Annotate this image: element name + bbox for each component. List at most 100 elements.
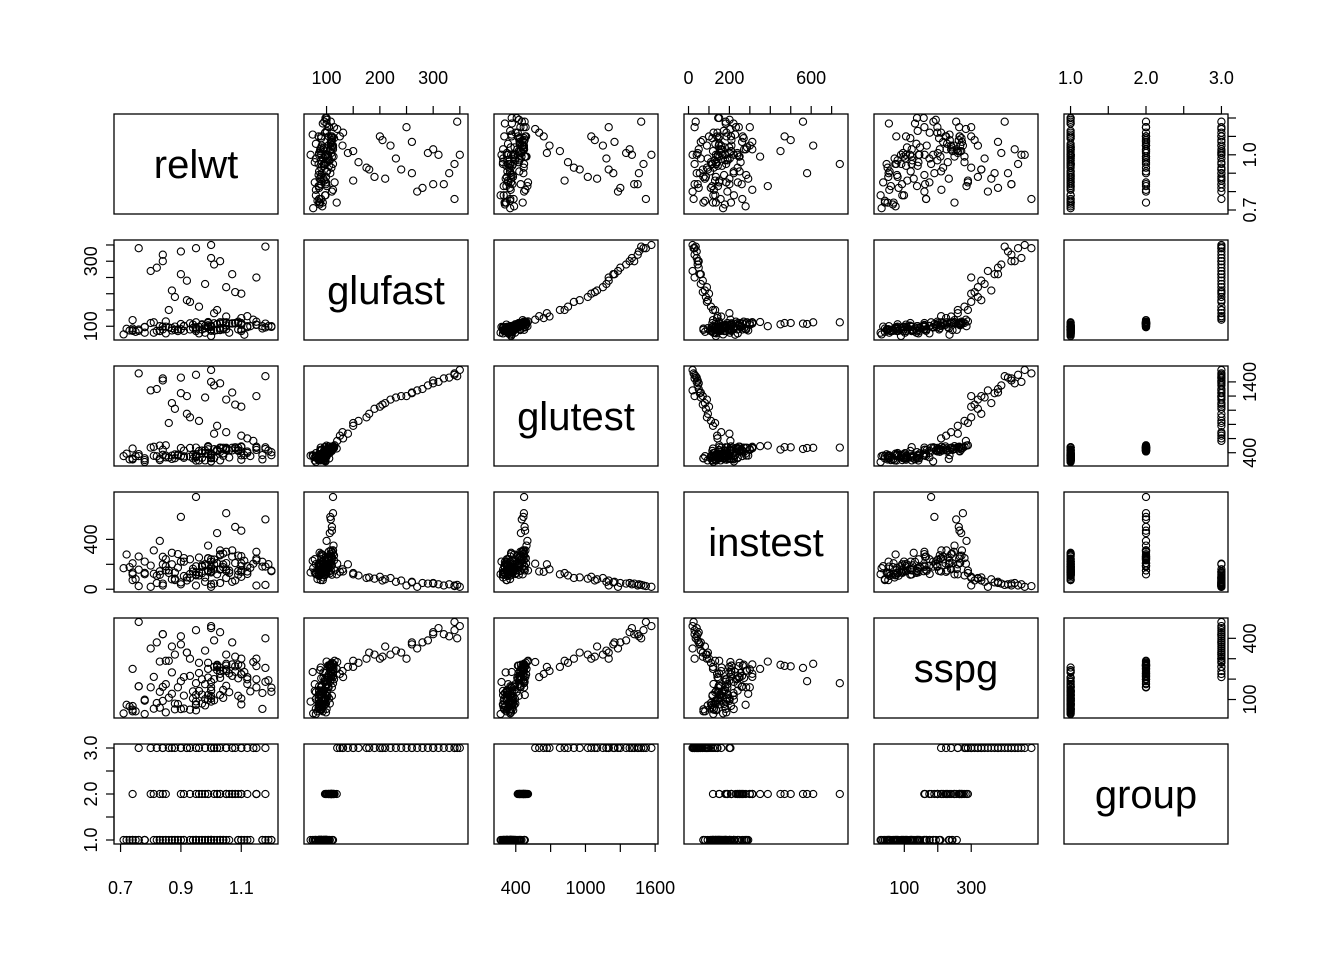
data-point [963,176,973,185]
data-point [884,322,894,331]
tick-label: 2.0 [1133,68,1158,88]
data-point [1141,198,1151,207]
data-point [370,404,379,413]
data-point [1217,413,1226,422]
data-point [973,172,983,182]
data-point [946,428,956,437]
data-point [327,135,337,145]
data-point [755,152,765,161]
data-point [776,146,785,156]
data-point [725,174,734,183]
data-point [725,429,734,438]
data-point [519,492,529,502]
data-point [718,204,728,213]
data-point [798,117,808,126]
data-point [1217,404,1226,413]
data-point [689,369,698,378]
data-point [327,522,337,532]
data-point [1217,253,1226,263]
data-point [953,429,962,438]
data-point [958,141,968,150]
data-point [176,632,186,641]
data-point [134,581,143,591]
data-point [1066,551,1075,560]
data-point [970,287,979,297]
data-point [933,123,942,132]
data-point [185,555,195,564]
data-point [258,704,267,714]
data-point [234,551,243,560]
data-point [391,743,401,753]
data-point [185,671,195,681]
data-point [222,558,231,568]
data-point [261,580,270,590]
data-point [231,443,240,452]
data-point [1217,266,1226,276]
data-point [961,436,971,446]
data-point [228,638,237,647]
data-point [146,266,155,276]
data-point [1217,283,1226,292]
data-point [592,174,602,183]
data-point [219,685,228,695]
panel-group-vs-relwt [113,743,279,845]
data-point [737,137,747,147]
data-point [621,579,631,588]
data-point [907,456,916,465]
data-point [370,743,379,753]
data-point [691,242,700,251]
data-point [891,159,900,169]
data-point [237,700,246,709]
data-point [309,204,318,213]
data-point [453,634,462,643]
data-point [450,194,459,204]
data-point [963,418,973,428]
data-point [222,312,231,321]
data-point [610,137,619,147]
data-point [885,185,894,194]
data-point [980,154,989,163]
data-point [1027,244,1036,253]
data-point [893,448,902,458]
data-point [505,196,515,205]
panel-frame [113,743,279,845]
data-point [953,570,962,579]
tick-label: 200 [714,68,744,88]
data-point [149,442,158,451]
data-point [328,159,338,169]
data-point [407,578,417,587]
data-point [1217,273,1226,282]
data-point [907,322,916,332]
panel-group-label: group [1063,743,1229,845]
data-point [212,528,222,538]
data-point [1020,365,1029,375]
data-point [809,659,818,668]
data-point [898,191,907,200]
data-point [920,561,929,570]
data-point [1217,381,1226,390]
data-point [158,257,167,266]
data-point [555,305,565,315]
data-point [738,194,747,204]
data-point [913,564,922,573]
data-point [362,654,371,663]
data-point [953,309,962,318]
data-point [723,154,732,163]
data-point [1027,369,1036,378]
panel-frame [493,113,659,215]
data-point [155,441,164,450]
data-point [179,691,189,700]
data-point [715,152,724,161]
data-point [700,286,710,295]
data-point [925,561,934,570]
data-point [261,789,270,799]
data-point [967,163,976,172]
panel-relwt-vs-group [1063,113,1229,215]
data-point [354,158,363,167]
data-point [1141,156,1151,165]
data-point [520,526,530,535]
data-point [876,328,885,337]
data-point [613,644,623,653]
data-point [267,683,276,692]
